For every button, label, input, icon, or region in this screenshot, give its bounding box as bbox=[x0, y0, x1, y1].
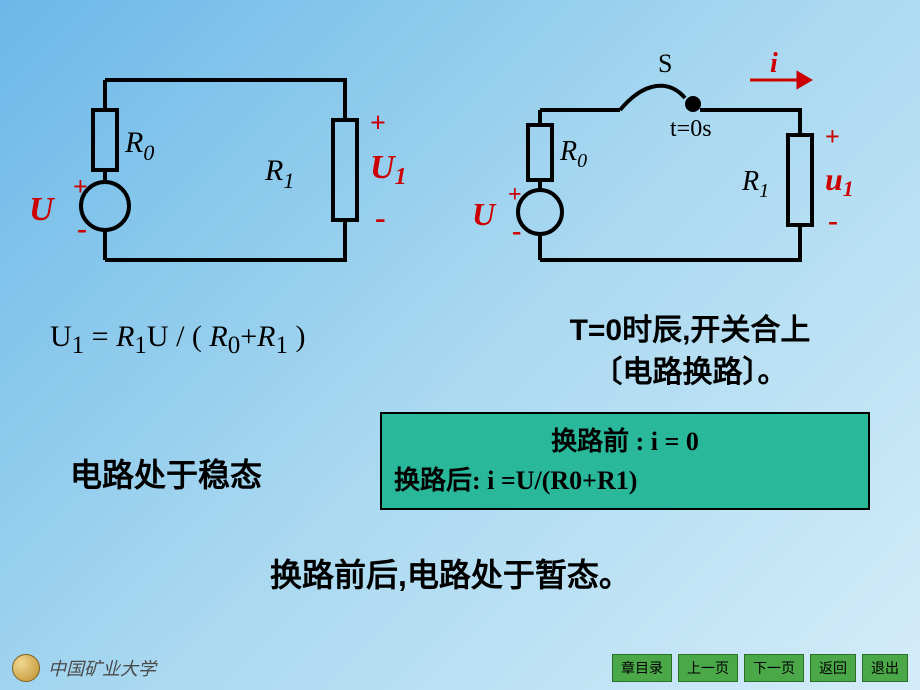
transient-state-label: 换路前后,电路处于暂态。 bbox=[270, 550, 631, 596]
t-label: t=0s bbox=[670, 116, 712, 142]
university-name: 中国矿业大学 bbox=[48, 655, 156, 681]
nav-prev-page[interactable]: 上一页 bbox=[678, 654, 738, 682]
nav-back[interactable]: 返回 bbox=[810, 654, 856, 682]
u-label-right: U bbox=[472, 196, 497, 232]
footer-bar: 中国矿业大学 章目录 上一页 下一页 返回 退出 bbox=[0, 654, 920, 682]
nav-next-page[interactable]: 下一页 bbox=[744, 654, 804, 682]
transition-formula-box: 换路前 : i = 0 换路后: i =U/(R0+R1) bbox=[380, 412, 870, 510]
u1-label-right: u1 bbox=[825, 161, 854, 201]
nav-exit[interactable]: 退出 bbox=[862, 654, 908, 682]
logo-icon bbox=[12, 654, 40, 682]
switch-description: T=0时辰,开关合上 〔电路换路〕。 bbox=[500, 310, 880, 394]
u-plus-right: + bbox=[508, 182, 522, 208]
steady-state-label: 电路处于稳态 bbox=[70, 450, 262, 496]
i-label: i bbox=[770, 50, 778, 79]
formula-u1: U1 = R1U / ( R0+R1 ) bbox=[50, 320, 306, 360]
u-plus: + bbox=[73, 172, 88, 201]
r1-label: R1 bbox=[264, 154, 294, 193]
u1-minus: - bbox=[375, 199, 386, 235]
s-label: S bbox=[658, 50, 672, 78]
after-switch-line: 换路后: i =U/(R0+R1) bbox=[394, 466, 637, 495]
u1-label: U1 bbox=[370, 149, 407, 190]
u-minus: - bbox=[77, 212, 87, 245]
u1-minus-right: - bbox=[828, 204, 838, 237]
right-circuit-diagram: i S t=0s R0 R1 + - U + u1 - bbox=[470, 50, 890, 290]
u1-plus: + bbox=[370, 108, 386, 139]
nav-button-group: 章目录 上一页 下一页 返回 退出 bbox=[612, 654, 908, 682]
r1-label-right: R1 bbox=[741, 166, 769, 202]
left-circuit-diagram: R0 R1 + - U + U1 - bbox=[25, 60, 415, 290]
university-logo: 中国矿业大学 bbox=[12, 654, 156, 682]
r0-label-right: R0 bbox=[559, 136, 587, 172]
before-switch-line: 换路前 : i = 0 bbox=[551, 427, 699, 456]
r0-label: R0 bbox=[124, 126, 154, 165]
nav-chapter-index[interactable]: 章目录 bbox=[612, 654, 672, 682]
u-minus-right: - bbox=[512, 216, 521, 247]
u1-plus-right: + bbox=[825, 122, 840, 151]
u-label: U bbox=[29, 191, 56, 228]
